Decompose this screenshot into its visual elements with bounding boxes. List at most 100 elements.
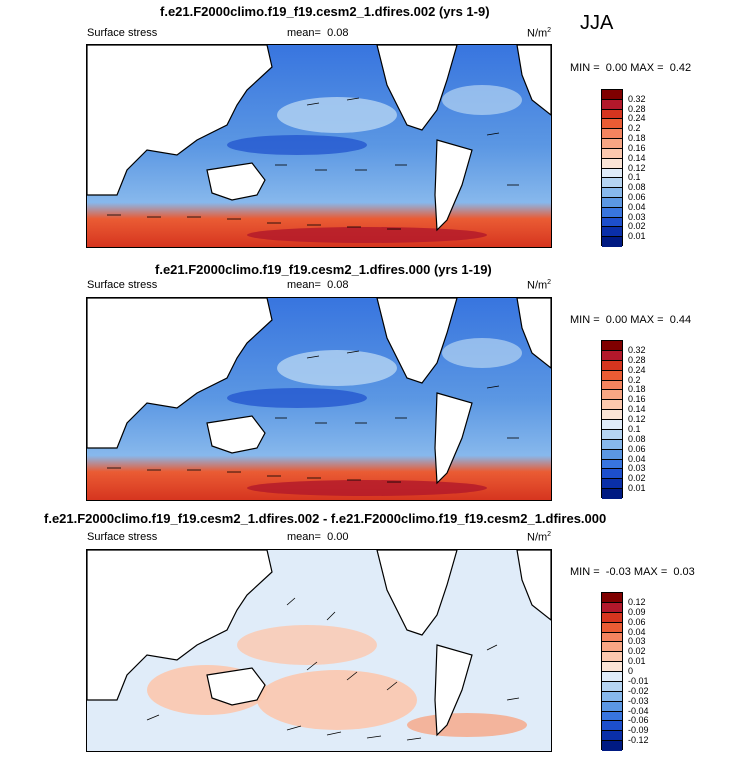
colorbar-tick-label: 0.09 <box>628 606 646 617</box>
colorbar-swatch <box>602 489 622 499</box>
colorbar-tick-label: -0.09 <box>628 725 649 736</box>
panel-2-colorbar <box>601 340 623 499</box>
panel-1-title: f.e21.F2000climo.f19_f19.cesm2_1.dfires.… <box>160 4 490 19</box>
colorbar-tick-label: 0.14 <box>628 152 646 163</box>
colorbar-swatch <box>602 681 622 692</box>
colorbar-tick-label: 0.28 <box>628 354 646 365</box>
colorbar-swatch <box>602 178 622 189</box>
colorbar-swatch <box>602 158 622 169</box>
colorbar-swatch <box>602 593 622 603</box>
colorbar-tick-label: 0.2 <box>628 123 641 134</box>
panel-2-title: f.e21.F2000climo.f19_f19.cesm2_1.dfires.… <box>155 262 492 277</box>
colorbar-tick-label: -0.06 <box>628 715 649 726</box>
colorbar-tick-label: 0.12 <box>628 596 646 607</box>
panel-3-variable: Surface stress <box>87 531 158 543</box>
colorbar-tick-label: 0.1 <box>628 172 641 183</box>
colorbar-swatch <box>602 642 622 653</box>
colorbar-tick-label: 0 <box>628 666 634 676</box>
colorbar-swatch <box>602 217 622 228</box>
colorbar-swatch <box>602 479 622 490</box>
colorbar-tick-label: 0.18 <box>628 384 646 395</box>
panel-2-variable: Surface stress <box>87 279 158 291</box>
colorbar-tick-label: 0.06 <box>628 616 646 627</box>
colorbar-tick-label: 0.08 <box>628 182 646 193</box>
colorbar-swatch <box>602 691 622 702</box>
colorbar-tick-label: 0.03 <box>628 211 646 222</box>
colorbar-tick-label: -0.02 <box>628 685 649 696</box>
panel-2-units: N/m2 <box>527 279 552 292</box>
colorbar-swatch <box>602 207 622 218</box>
colorbar-tick-label: 0.16 <box>628 142 646 153</box>
colorbar-swatch <box>602 237 622 247</box>
colorbar-tick-label: -0.04 <box>628 705 649 716</box>
colorbar-swatch <box>602 148 622 159</box>
colorbar-swatch <box>602 439 622 450</box>
panel-2-mean: mean= 0.08 <box>287 279 349 291</box>
colorbar-tick-label: 0.16 <box>628 394 646 405</box>
colorbar-tick-label: 0.04 <box>628 453 646 464</box>
colorbar-swatch <box>602 602 622 613</box>
colorbar-swatch <box>602 119 622 130</box>
panel-1-mean: mean= 0.08 <box>287 27 349 39</box>
colorbar-swatch <box>602 652 622 663</box>
colorbar-swatch <box>602 197 622 208</box>
colorbar-swatch <box>602 341 622 351</box>
colorbar-swatch <box>602 400 622 411</box>
colorbar-swatch <box>602 350 622 361</box>
colorbar-tick-label: 0.01 <box>628 483 646 494</box>
colorbar-swatch <box>602 109 622 120</box>
colorbar-swatch <box>602 662 622 672</box>
colorbar-swatch <box>602 168 622 179</box>
colorbar-swatch <box>602 227 622 238</box>
colorbar-swatch <box>602 390 622 401</box>
colorbar-tick-label: 0.12 <box>628 162 646 173</box>
panel-1-minmax: MIN = 0.00 MAX = 0.42 <box>570 62 692 74</box>
panel-2-map-svg <box>87 298 551 500</box>
colorbar-tick-label: -0.01 <box>628 675 649 686</box>
colorbar-tick-label: 0.12 <box>628 414 646 424</box>
colorbar-tick-label: 0.06 <box>628 191 646 202</box>
panel-2-wind-arrows <box>107 350 519 483</box>
colorbar-swatch <box>602 449 622 460</box>
colorbar-swatch <box>602 701 622 712</box>
colorbar-swatch <box>602 129 622 140</box>
colorbar-tick-label: -0.03 <box>628 695 649 706</box>
colorbar-tick-label: 0.14 <box>628 404 646 415</box>
panel-1-map <box>86 44 552 248</box>
colorbar-tick-label: 0.04 <box>628 626 646 637</box>
colorbar-tick-label: -0.12 <box>628 735 649 746</box>
panel-3-units: N/m2 <box>527 531 552 544</box>
colorbar-tick-label: 0.1 <box>628 423 641 434</box>
colorbar-tick-label: 0.08 <box>628 433 646 444</box>
colorbar-swatch <box>602 721 622 732</box>
panel-3-mean: mean= 0.00 <box>287 531 349 543</box>
colorbar-swatch <box>602 370 622 381</box>
panel-1-map-svg <box>87 45 551 247</box>
panel-3-map <box>86 549 552 752</box>
colorbar-swatch <box>602 380 622 391</box>
colorbar-swatch <box>602 99 622 110</box>
panel-2-minmax: MIN = 0.00 MAX = 0.44 <box>570 314 692 326</box>
colorbar-tick-label: 0.02 <box>628 646 646 657</box>
colorbar-swatch <box>602 469 622 480</box>
colorbar-tick-label: 0.01 <box>628 231 646 242</box>
panel-3-wind-arrows <box>146 597 520 741</box>
colorbar-swatch <box>602 731 622 742</box>
colorbar-swatch <box>602 410 622 420</box>
colorbar-tick-label: 0.28 <box>628 103 646 114</box>
colorbar-swatch <box>602 420 622 430</box>
colorbar-tick-label: 0.32 <box>628 93 646 104</box>
colorbar-swatch <box>602 139 622 149</box>
colorbar-tick-label: 0.02 <box>628 221 646 232</box>
colorbar-tick-label: 0.2 <box>628 374 641 385</box>
colorbar-tick-label: 0.24 <box>628 364 646 375</box>
panel-3-minmax: MIN = -0.03 MAX = 0.03 <box>570 566 695 578</box>
colorbar-tick-label: 0.18 <box>628 133 646 144</box>
panel-1-variable: Surface stress <box>87 27 158 39</box>
colorbar-swatch <box>602 741 622 751</box>
colorbar-swatch <box>602 672 622 682</box>
colorbar-tick-label: 0.32 <box>628 344 646 355</box>
panel-3-title: f.e21.F2000climo.f19_f19.cesm2_1.dfires.… <box>44 511 607 526</box>
colorbar-swatch <box>602 459 622 470</box>
colorbar-swatch <box>602 632 622 643</box>
